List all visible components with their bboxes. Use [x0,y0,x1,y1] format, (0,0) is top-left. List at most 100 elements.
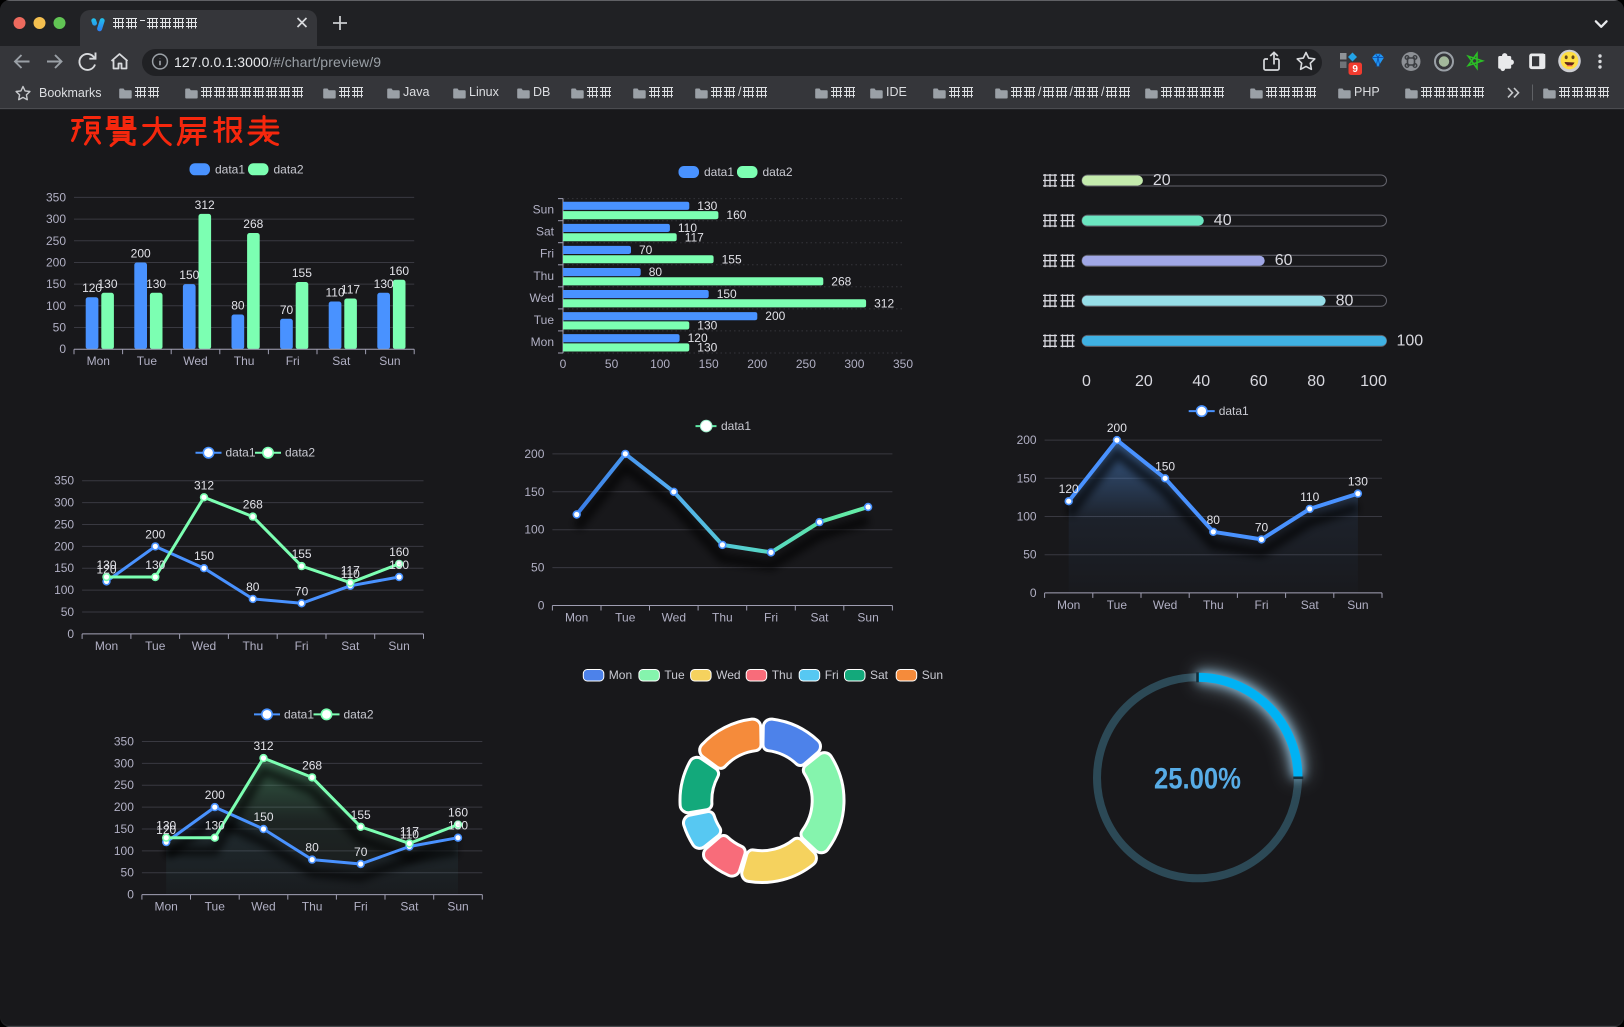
svg-text:130: 130 [374,277,394,291]
svg-text:Thu: Thu [772,668,793,682]
svg-text:9: 9 [1352,64,1358,75]
svg-text:120: 120 [1059,482,1079,496]
svg-text:0: 0 [538,599,545,613]
svg-text:160: 160 [726,208,746,222]
svg-text:50: 50 [1023,548,1037,562]
svg-text:Sat: Sat [332,354,351,368]
svg-text:130: 130 [96,558,116,572]
svg-text:Sat: Sat [536,225,555,239]
svg-text:Tue: Tue [534,313,555,327]
svg-text:130: 130 [697,199,717,213]
svg-text:150: 150 [699,357,719,371]
svg-text:150: 150 [194,549,214,563]
svg-text:200: 200 [524,447,544,461]
svg-text:25.00%: 25.00% [1154,762,1241,795]
svg-text:117: 117 [400,824,419,838]
svg-text:Wed: Wed [530,291,554,305]
svg-text:120: 120 [688,331,708,345]
svg-text:Sat: Sat [341,639,360,653]
svg-text:200: 200 [205,788,225,802]
svg-text:80: 80 [305,841,319,855]
svg-text:Fri: Fri [825,668,839,682]
svg-text:110: 110 [678,221,697,235]
svg-text:160: 160 [389,264,409,278]
svg-text:data1: data1 [721,419,751,433]
svg-text:268: 268 [831,274,851,288]
svg-text:150: 150 [179,268,199,282]
svg-text:110: 110 [341,567,360,581]
svg-text:117: 117 [341,283,360,297]
svg-text:Tue: Tue [145,639,166,653]
svg-text:Wed: Wed [183,354,207,368]
svg-text:Tue: Tue [1107,598,1128,612]
svg-text:Wed: Wed [251,900,275,914]
svg-text:130: 130 [1348,475,1368,489]
svg-text:110: 110 [400,828,419,842]
svg-text:130: 130 [205,819,225,833]
svg-text:150: 150 [717,287,737,301]
svg-text:120: 120 [96,562,116,576]
svg-text:250: 250 [796,357,816,371]
svg-text:Fri: Fri [764,611,778,625]
svg-text:130: 130 [146,277,166,291]
svg-text:100: 100 [524,523,544,537]
svg-text:Sat: Sat [870,668,889,682]
svg-text:160: 160 [389,545,409,559]
svg-text:20: 20 [1153,172,1171,189]
svg-text:150: 150 [114,822,134,836]
svg-text:150: 150 [1155,459,1175,473]
svg-text:268: 268 [243,217,263,231]
svg-text:150: 150 [54,561,74,575]
svg-text:155: 155 [351,808,371,822]
svg-text:data1: data1 [704,165,734,179]
svg-text:Mon: Mon [609,668,632,682]
svg-text:117: 117 [685,230,704,244]
svg-text:Wed: Wed [1153,598,1177,612]
svg-text:350: 350 [54,474,74,488]
svg-text:312: 312 [874,296,894,310]
svg-text:Sun: Sun [533,203,554,217]
svg-text:70: 70 [1255,520,1269,534]
svg-text:80: 80 [231,299,245,313]
svg-text:Sun: Sun [1347,598,1368,612]
svg-text:Fri: Fri [286,354,300,368]
svg-text:0: 0 [560,357,567,371]
svg-text:80: 80 [649,265,663,279]
svg-text:Sun: Sun [922,668,943,682]
svg-text:200: 200 [747,357,767,371]
svg-text:data1: data1 [215,162,245,176]
svg-text:117: 117 [341,564,360,578]
svg-text:50: 50 [61,605,75,619]
svg-text:268: 268 [243,498,263,512]
svg-text:70: 70 [280,303,294,317]
svg-text:Wed: Wed [662,611,686,625]
svg-text:155: 155 [722,252,742,266]
svg-text:Sat: Sat [400,900,419,914]
svg-text:Tue: Tue [137,354,158,368]
svg-text:130: 130 [145,558,165,572]
svg-text:100: 100 [114,844,134,858]
svg-text:50: 50 [605,357,619,371]
svg-text:Tue: Tue [615,611,636,625]
svg-text:200: 200 [54,539,74,553]
svg-text:Thu: Thu [242,639,263,653]
svg-text:200: 200 [765,309,785,323]
svg-text:Wed: Wed [716,668,740,682]
svg-text:200: 200 [114,800,134,814]
svg-text:0: 0 [67,627,74,641]
svg-text:200: 200 [131,247,151,261]
svg-text:data2: data2 [763,165,793,179]
svg-text:80: 80 [246,580,260,594]
svg-text:Thu: Thu [1203,598,1224,612]
svg-text:Thu: Thu [533,269,554,283]
svg-text:350: 350 [114,735,134,749]
svg-text:350: 350 [46,190,66,204]
svg-text:0: 0 [1082,373,1091,390]
svg-text:100: 100 [54,583,74,597]
svg-text:300: 300 [114,756,134,770]
svg-text:130: 130 [97,277,117,291]
svg-text:155: 155 [292,547,312,561]
svg-text:data2: data2 [274,162,304,176]
svg-text:100: 100 [46,299,66,313]
svg-text:150: 150 [1017,471,1037,485]
